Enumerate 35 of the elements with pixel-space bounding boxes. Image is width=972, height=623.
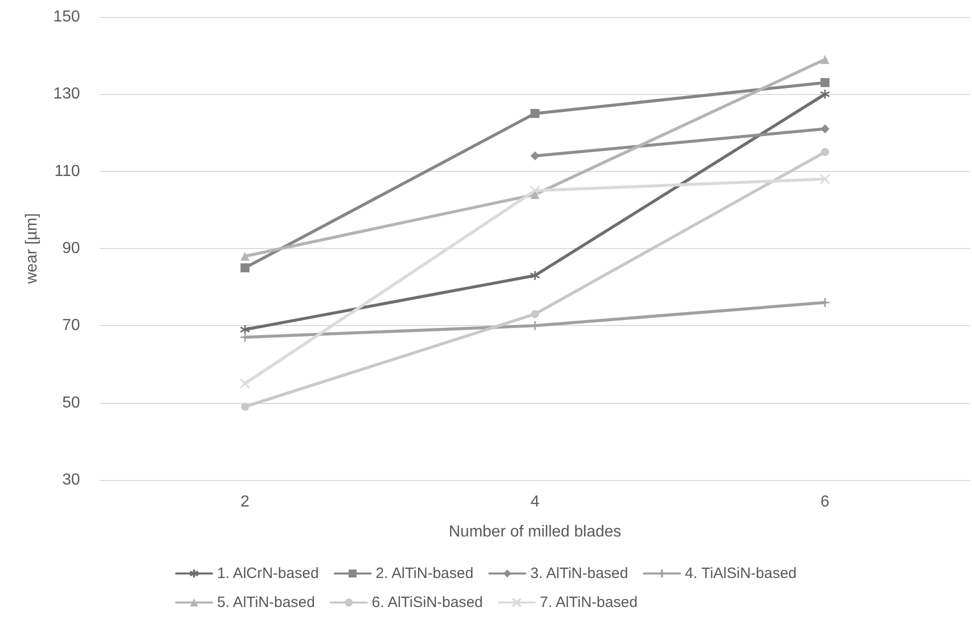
point <box>530 185 540 196</box>
x-tick-label: 6 <box>820 494 830 510</box>
point <box>820 88 830 100</box>
legend-label: 1. AlCrN-based <box>217 565 319 582</box>
point <box>240 263 250 272</box>
point <box>530 151 540 160</box>
y-tick-label: 30 <box>62 472 80 488</box>
y-tick-label: 110 <box>54 162 80 180</box>
point <box>241 402 249 411</box>
legend-label: 5. AlTiN-based <box>217 594 315 611</box>
y-tick-label: 130 <box>53 86 80 103</box>
y-tick-label: 90 <box>62 240 80 257</box>
legend-label: 6. AlTiSiN-based <box>372 594 483 611</box>
y-tick-label: 50 <box>62 394 80 412</box>
point <box>531 310 539 318</box>
x-tick-label: 4 <box>530 494 540 510</box>
y-axis-title: wear [µm] <box>24 213 40 285</box>
legend-label: 4. TiAlSiN-based <box>684 565 797 582</box>
point <box>240 378 250 389</box>
point <box>821 148 829 156</box>
legend-label: 3. AlTiN-based <box>530 565 628 582</box>
point <box>820 54 830 64</box>
point <box>820 174 830 184</box>
point <box>820 124 830 134</box>
legend-label: 2. AlTiN-based <box>376 565 474 582</box>
point <box>530 108 540 118</box>
x-tick-label: 2 <box>240 494 250 510</box>
y-tick-label: 70 <box>62 317 80 334</box>
point <box>820 78 830 88</box>
point <box>240 324 250 335</box>
y-tick-label: 150 <box>53 8 80 26</box>
legend-label: 7. AlTiN-based <box>540 594 638 611</box>
point <box>530 270 540 281</box>
point <box>240 252 250 261</box>
x-axis-title: Number of milled blades <box>448 524 622 540</box>
